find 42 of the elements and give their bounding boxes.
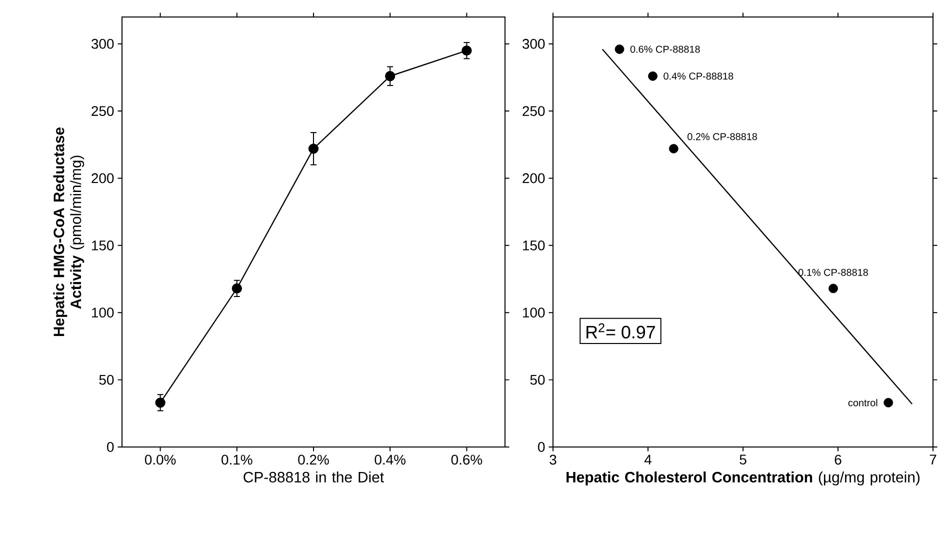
- y-tick-label: 100: [92, 308, 114, 318]
- x-tick-label: 7: [930, 454, 936, 464]
- annotation: R$^{2}$= 0.97: [586, 323, 655, 338]
- point: [668, 144, 678, 154]
- point: [648, 71, 658, 81]
- point: [232, 283, 242, 294]
- x-tick-label: 6: [834, 454, 842, 465]
- annotation: 0.6% CP-88818: [630, 46, 700, 53]
- y-tick-label: 200: [92, 173, 114, 184]
- point: [828, 284, 838, 294]
- x-tick-label: 0.0%: [144, 454, 176, 465]
- y-tick-label: 50: [99, 374, 114, 385]
- annotation: 0.1% CP-88818: [798, 268, 868, 276]
- y-tick-label: 150: [523, 240, 545, 250]
- point: [308, 144, 319, 154]
- point: [614, 44, 624, 54]
- x-tick-label: 0.6%: [451, 454, 482, 465]
- x-tick-label: 0.4%: [374, 454, 406, 465]
- x-tick-label: 0.1%: [222, 454, 252, 465]
- annotation: 0.4% CP-88818: [664, 72, 734, 80]
- point: [462, 46, 472, 56]
- y-tick-label: 250: [522, 106, 545, 116]
- x-axis-title: CP-88818 in the Diet: [244, 471, 384, 482]
- x-tick-label: 5: [740, 454, 746, 465]
- point: [155, 398, 166, 408]
- y-tick-label: 150: [92, 240, 114, 250]
- x-tick-label: 3: [550, 454, 556, 465]
- point: [884, 398, 894, 408]
- annotation: control: [848, 399, 878, 406]
- annotation: 0.2% CP-88818: [688, 133, 758, 140]
- y-tick-label: 100: [523, 308, 545, 318]
- x-tick-label: 4: [644, 454, 652, 464]
- y-tick-label: 250: [92, 106, 114, 116]
- x-axis-title: Hepatic Cholesterol Concentration (µg/mg protein): [566, 471, 920, 486]
- y-tick-label: 300: [91, 38, 114, 49]
- x-tick-label: 0.2%: [298, 454, 329, 465]
- y-tick-label: 0: [538, 442, 545, 452]
- y-tick-label: 50: [530, 374, 545, 385]
- y-tick-label: 300: [522, 38, 545, 49]
- point: [385, 71, 396, 82]
- y-tick-label: 200: [522, 173, 545, 184]
- y-tick-label: 0: [107, 442, 114, 452]
